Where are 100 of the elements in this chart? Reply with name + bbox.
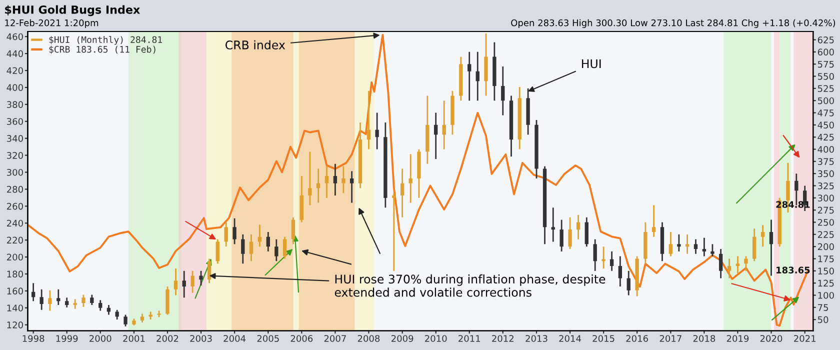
candlestick (400, 168, 404, 218)
x-tick-label: 2018 (693, 335, 716, 342)
x-tick-label: 2013 (526, 335, 548, 342)
y2-tick-label: 500 (818, 97, 834, 104)
chart-title: $HUI Gold Bugs Index (5, 5, 140, 16)
candlestick (392, 192, 396, 272)
y2-tick-label: 600 (818, 48, 834, 56)
y-tick-label: 360 (7, 118, 23, 125)
candlestick (199, 270, 203, 286)
y2-tick-label: 100 (818, 292, 834, 299)
candlestick (560, 219, 564, 252)
candlestick (124, 314, 128, 328)
candlestick (752, 228, 756, 262)
candlestick (56, 288, 60, 306)
candlestick (282, 236, 287, 260)
y2-tick-label: 50 (818, 316, 828, 324)
candlestick (291, 216, 296, 245)
annotation: HUI rose 370% during inflation phase, despite extended and volatile corrections (334, 274, 606, 297)
y-tick-label: 140 (7, 304, 23, 312)
y2-tick-label: 525 (818, 85, 834, 92)
candlestick (216, 238, 220, 264)
y2-tick-label: 350 (818, 170, 834, 178)
annotation: CRB index (226, 40, 286, 50)
data-label: 183.65 (776, 266, 810, 274)
candlestick (551, 206, 555, 242)
x-tick-label: 2012 (492, 335, 514, 342)
y2-tick-label: 300 (818, 194, 834, 202)
candlestick (333, 163, 338, 196)
candlestick (266, 231, 270, 252)
x-tick-label: 2010 (425, 335, 447, 342)
x-tick-label: 2007 (324, 335, 346, 342)
candlestick (106, 304, 111, 316)
y2-tick-label: 275 (818, 206, 834, 214)
x-tick-label: 2008 (358, 335, 380, 342)
candlestick (73, 298, 77, 310)
y-tick-label: 420 (6, 67, 23, 74)
x-tick-label: 2002 (156, 335, 178, 342)
x-tick-label: 1999 (56, 335, 78, 342)
candlestick (626, 270, 630, 296)
candlestick (115, 309, 119, 320)
candlestick (324, 166, 329, 199)
y-tick-label: 220 (6, 236, 23, 244)
candlestick (568, 216, 572, 250)
y2-tick-label: 125 (818, 280, 834, 287)
candlestick (232, 218, 236, 245)
candlestick (249, 234, 254, 262)
chart-subtitle: 12-Feb-2021 1:20pm (5, 19, 98, 28)
candlestick (668, 231, 673, 257)
candlestick (442, 100, 446, 150)
y-tick-label: 120 (7, 322, 23, 328)
x-tick-label: 2009 (392, 335, 414, 342)
y-tick-label: 400 (6, 84, 23, 92)
candlestick (710, 243, 714, 257)
candlestick (501, 66, 505, 116)
candlestick (224, 222, 228, 248)
candlestick (65, 296, 69, 308)
y2-tick-label: 550 (818, 72, 834, 80)
x-tick-label: 2014 (559, 335, 582, 342)
candlestick (366, 90, 371, 150)
y2-tick-label: 175 (818, 256, 834, 262)
y2-tick-label: 225 (818, 231, 834, 238)
y2-tick-label: 325 (818, 182, 834, 190)
y2-tick-label: 575 (818, 60, 834, 68)
y2-tick-label: 475 (818, 110, 834, 116)
x-tick-label: 1998 (22, 335, 44, 342)
y-tick-label: 320 (7, 152, 23, 159)
candlestick (476, 51, 480, 102)
y2-tick-label: 200 (818, 243, 834, 250)
x-tick-label: 2019 (726, 335, 749, 342)
x-tick-label: 2021 (794, 335, 816, 342)
candlestick (760, 224, 765, 248)
line-series (28, 34, 809, 327)
candlestick (350, 170, 354, 204)
candlestick (718, 248, 723, 279)
y-tick-label: 160 (7, 288, 23, 294)
y-tick-label: 440 (6, 50, 23, 58)
x-tick-label: 2004 (224, 335, 246, 342)
candlestick (408, 153, 412, 204)
y-tick-label: 240 (6, 220, 23, 227)
candlestick (40, 288, 44, 311)
candlestick (652, 204, 656, 238)
y-tick-label: 460 (6, 33, 23, 40)
y2-tick-label: 400 (818, 146, 834, 153)
y-tick-label: 260 (6, 202, 23, 210)
x-tick-label: 2011 (458, 335, 480, 342)
candlestick (618, 256, 622, 288)
y2-tick-label: 450 (818, 122, 834, 128)
candlestick (90, 294, 94, 306)
x-tick-label: 2006 (290, 335, 313, 342)
candlestick (174, 268, 178, 296)
x-tick-label: 2001 (123, 335, 145, 342)
x-tick-label: 2020 (760, 335, 782, 342)
candlestick (694, 238, 698, 255)
legend-label: $CRB 183.65 (11 Feb) (49, 46, 156, 54)
candlestick (702, 237, 706, 257)
candlestick (576, 214, 580, 240)
y2-tick-label: 625 (818, 36, 834, 44)
candlestick (685, 234, 690, 255)
y-tick-label: 380 (7, 101, 23, 108)
y2-tick-label: 375 (818, 158, 834, 165)
